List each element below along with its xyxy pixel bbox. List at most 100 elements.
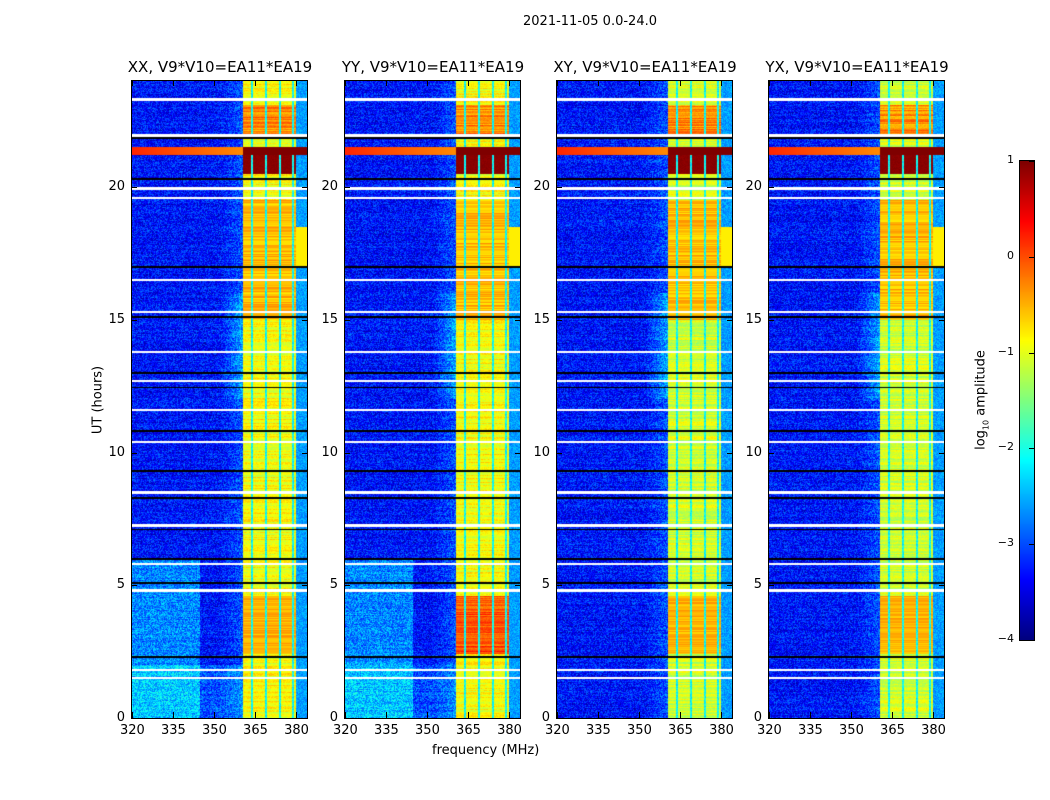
x-tick (427, 712, 429, 718)
y-tick (515, 319, 521, 321)
y-tick (939, 319, 945, 321)
y-axis-label: UT (hours) (90, 365, 106, 435)
y-tick (727, 187, 733, 189)
x-tick (892, 712, 894, 718)
heatmap-panel-xy (556, 80, 733, 719)
heatmap-panel-xx (131, 80, 308, 719)
x-tick (427, 80, 429, 86)
y-tick-label: 15 (321, 311, 338, 327)
colorbar-tick (1029, 256, 1034, 258)
x-tick (509, 80, 511, 86)
y-tick-label: 10 (745, 444, 762, 460)
y-tick-label: 20 (108, 179, 125, 195)
x-tick (509, 712, 511, 718)
y-tick (556, 452, 562, 454)
y-tick (556, 585, 562, 587)
x-tick (721, 80, 723, 86)
y-tick (131, 187, 137, 189)
x-tick-label: 350 (839, 723, 864, 738)
colorbar-tick-label: −2 (997, 440, 1014, 454)
colorbar (1019, 160, 1035, 641)
y-tick (727, 452, 733, 454)
heatmap-panel-yx (768, 80, 945, 719)
y-tick (302, 585, 308, 587)
colorbar-tick (1029, 352, 1034, 354)
x-tick-label: 365 (668, 723, 693, 738)
x-tick (345, 80, 346, 86)
y-tick (515, 452, 521, 454)
x-tick (296, 712, 298, 718)
panel-title-yy: YY, V9*V10=EA11*EA19 (341, 58, 525, 76)
x-tick (721, 712, 723, 718)
y-tick-label: 0 (116, 710, 125, 725)
colorbar-tick (1029, 448, 1034, 450)
panel-title-yx: YX, V9*V10=EA11*EA19 (765, 58, 949, 76)
y-tick (344, 319, 350, 321)
panel-title-xy: XY, V9*V10=EA11*EA19 (553, 58, 737, 76)
figure-title: 2021-11-05 0.0-24.0 (523, 14, 657, 29)
x-tick-label: 350 (202, 723, 227, 738)
x-tick-label: 380 (497, 723, 522, 738)
y-tick (515, 187, 521, 189)
y-tick (302, 187, 308, 189)
x-tick-label: 320 (757, 723, 782, 738)
x-tick (173, 80, 175, 86)
colorbar-tick (1029, 640, 1034, 641)
y-tick-label: 0 (329, 710, 338, 725)
x-tick (345, 712, 346, 718)
y-tick (768, 718, 774, 719)
x-tick-label: 350 (415, 723, 440, 738)
x-tick-label: 365 (456, 723, 481, 738)
x-tick (892, 80, 894, 86)
x-tick (639, 80, 641, 86)
x-tick (173, 712, 175, 718)
y-tick (556, 187, 562, 189)
x-tick-label: 380 (921, 723, 946, 738)
y-tick (768, 187, 774, 189)
y-tick (344, 187, 350, 189)
y-tick-label: 20 (745, 179, 762, 195)
x-tick (386, 80, 388, 86)
y-tick (768, 452, 774, 454)
x-tick-label: 380 (284, 723, 309, 738)
x-tick (680, 712, 682, 718)
y-tick (344, 452, 350, 454)
y-tick (939, 187, 945, 189)
x-tick (296, 80, 298, 86)
y-tick-label: 5 (116, 577, 125, 593)
y-tick (939, 585, 945, 587)
y-tick-label: 20 (321, 179, 338, 195)
y-tick-label: 15 (533, 311, 550, 327)
y-tick (302, 319, 308, 321)
panel-title-xx: XX, V9*V10=EA11*EA19 (127, 58, 313, 76)
x-tick (557, 80, 558, 86)
x-tick-label: 320 (545, 723, 570, 738)
y-tick (302, 452, 308, 454)
y-tick-label: 0 (753, 710, 762, 725)
x-tick-label: 335 (161, 723, 186, 738)
colorbar-tick-label: −3 (997, 536, 1014, 550)
y-tick (131, 585, 137, 587)
y-tick (344, 718, 350, 719)
x-tick (639, 712, 641, 718)
x-tick (598, 712, 600, 718)
y-tick (768, 319, 774, 321)
y-tick-label: 15 (745, 311, 762, 327)
y-tick-label: 20 (533, 179, 550, 195)
y-tick (131, 718, 137, 719)
x-tick-label: 350 (627, 723, 652, 738)
y-tick (515, 718, 521, 719)
heatmap-image (132, 81, 307, 718)
x-tick (214, 712, 216, 718)
y-tick (556, 718, 562, 719)
x-tick-label: 365 (243, 723, 268, 738)
x-tick-label: 365 (880, 723, 905, 738)
x-tick (598, 80, 600, 86)
x-tick (933, 80, 935, 86)
x-tick (255, 712, 257, 718)
x-tick-label: 320 (120, 723, 145, 738)
y-tick (131, 452, 137, 454)
y-tick (515, 585, 521, 587)
x-tick (851, 712, 853, 718)
